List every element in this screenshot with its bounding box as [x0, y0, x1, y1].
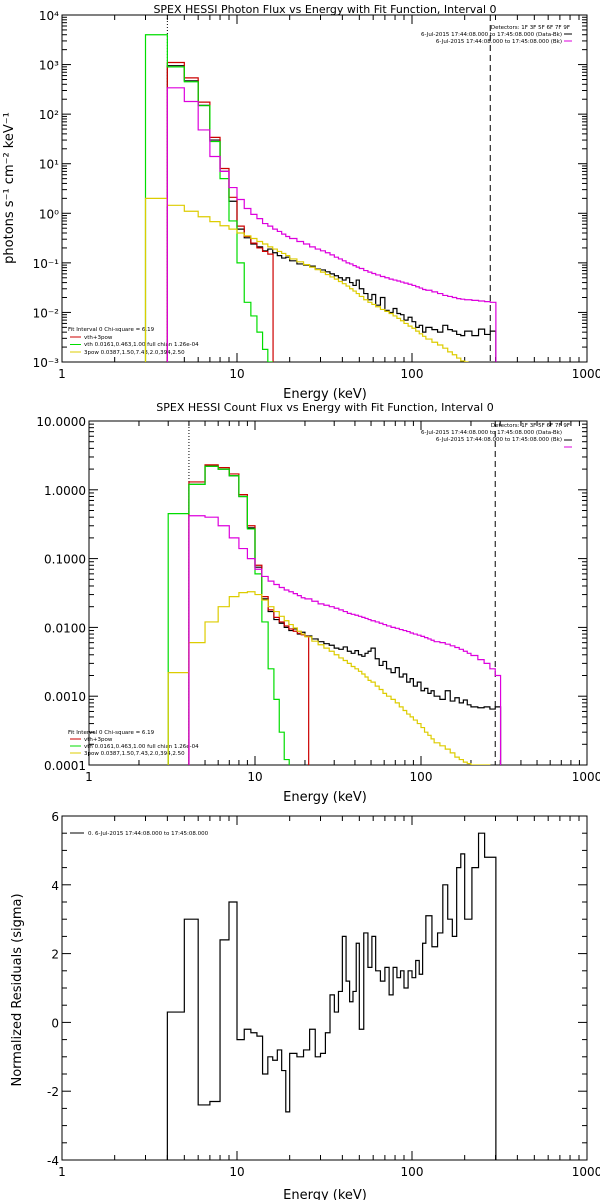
photon-flux-fit-text-2: vth+3pow [84, 335, 113, 341]
residuals-x-tick-label: 1 [58, 1165, 66, 1179]
photon-flux-header-1: Detectors: 1F 3F 5F 6F 7F 9F [491, 25, 570, 31]
count-flux-header-2: 6-Jul-2015 17:44:08.000 to 17:45:08.000 … [421, 430, 562, 436]
photon-flux-series-vth [144, 34, 274, 362]
photon-flux-y-tick-label: 10⁰ [39, 207, 59, 221]
count-flux-header-1: Detectors: 1F 3F 5F 6F 7F 9F [491, 423, 570, 429]
photon-flux-fit-text-3: vth 0.0161,0.463,1.00 full chian 1.26e-0… [84, 342, 199, 348]
residuals-x-tick-label: 100 [401, 1165, 424, 1179]
photon-flux-x-tick-label: 1000 [572, 367, 600, 381]
photon-flux-panel: SPEX HESSI Photon Flux vs Energy with Fi… [2, 3, 600, 402]
photon-flux-series-background [166, 87, 497, 362]
count-flux-fit-text-4: 3pow 0.0387,1.50,7.43,2.0,394,2.50 [84, 751, 185, 757]
photon-flux-fit-text-4: 3pow 0.0387,1.50,7.43,2.0,394,2.50 [84, 350, 185, 356]
count-flux-series-vth+3pow [188, 464, 310, 765]
residuals-y-tick-label: 2 [51, 948, 59, 962]
residuals-y-label: Normalized Residuals (sigma) [10, 893, 25, 1086]
photon-flux-axes-frame [61, 14, 588, 363]
count-flux-y-tick-label: 0.0001 [44, 759, 86, 773]
residuals-y-tick-label: 4 [51, 879, 59, 893]
residuals-legend-text: 0. 6-Jul-2015 17:44:08.000 to 17:45:08.0… [88, 831, 209, 837]
photon-flux-y-tick-label: 10⁻¹ [33, 257, 60, 271]
photon-flux-y-tick-label: 10⁻² [33, 306, 60, 320]
count-flux-axes-frame [88, 420, 588, 766]
count-flux-y-tick-label: 10.0000 [36, 415, 86, 429]
count-flux-fit-text-3: vth 0.0161,0.463,1.00 full chian 1.26e-0… [84, 744, 199, 750]
residuals-panel: Energy (keV) Normalized Residuals (sigma… [10, 810, 600, 1200]
photon-flux-title: SPEX HESSI Photon Flux vs Energy with Fi… [153, 3, 496, 16]
residuals-y-tick-label: -2 [47, 1085, 59, 1099]
count-flux-fit-text-2: vth+3pow [84, 737, 113, 743]
count-flux-x-tick-label: 100 [410, 770, 433, 784]
photon-flux-y-tick-label: 10⁴ [39, 9, 59, 23]
photon-flux-series-data [166, 65, 497, 362]
count-flux-series-background [188, 515, 502, 765]
photon-flux-x-tick-label: 100 [401, 367, 424, 381]
count-flux-x-tick-label: 10 [247, 770, 262, 784]
count-flux-y-tick-label: 0.0100 [44, 621, 86, 635]
residuals-y-tick-label: 0 [51, 1016, 59, 1030]
residuals-y-tick-label: -4 [47, 1154, 59, 1168]
count-flux-y-tick-label: 0.1000 [44, 553, 86, 567]
photon-flux-header-2: 6-Jul-2015 17:44:08.000 to 17:45:08.000 … [421, 32, 562, 38]
photon-flux-y-tick-label: 10³ [39, 59, 59, 73]
count-flux-x-label: Energy (keV) [283, 790, 367, 805]
residuals-x-tick-label: 1000 [572, 1165, 600, 1179]
count-flux-x-tick-label: 1 [85, 770, 93, 784]
count-flux-series-vth [167, 465, 290, 765]
count-flux-series-3pow [167, 591, 491, 765]
count-flux-header-3: 6-Jul-2015 17:44:08.000 to 17:45:08.000 … [436, 437, 562, 443]
residuals-x-label: Energy (keV) [283, 1188, 367, 1200]
photon-flux-header-3: 6-Jul-2015 17:44:08.000 to 17:45:08.000 … [436, 39, 562, 45]
photon-flux-x-label: Energy (keV) [283, 387, 367, 402]
residuals-axes-frame [61, 815, 588, 1161]
count-flux-panel: SPEX HESSI Count Flux vs Energy with Fit… [36, 401, 600, 805]
count-flux-y-tick-label: 1.0000 [44, 484, 86, 498]
photon-flux-y-tick-label: 10¹ [39, 158, 59, 172]
count-flux-series-data [188, 465, 502, 765]
photon-flux-y-tick-label: 10² [39, 108, 59, 122]
count-flux-title: SPEX HESSI Count Flux vs Energy with Fit… [156, 401, 493, 414]
residuals-y-tick-label: 6 [51, 810, 59, 824]
count-flux-x-tick-label: 1000 [572, 770, 600, 784]
photon-flux-y-label: photons s⁻¹ cm⁻² keV⁻¹ [2, 112, 17, 264]
photon-flux-fit-text-1: Fit Interval 0 Chi-square = 6.19 [68, 327, 155, 333]
residuals-x-tick-label: 10 [229, 1165, 244, 1179]
photon-flux-y-tick-label: 10⁻³ [33, 356, 60, 370]
count-flux-fit-text-1: Fit Interval 0 Chi-square = 6.19 [68, 730, 155, 736]
photon-flux-x-tick-label: 1 [58, 367, 66, 381]
count-flux-y-tick-label: 0.0010 [44, 690, 86, 704]
photon-flux-x-tick-label: 10 [229, 367, 244, 381]
residuals-series-residuals [166, 832, 497, 1160]
photon-flux-series-3pow [144, 197, 469, 362]
